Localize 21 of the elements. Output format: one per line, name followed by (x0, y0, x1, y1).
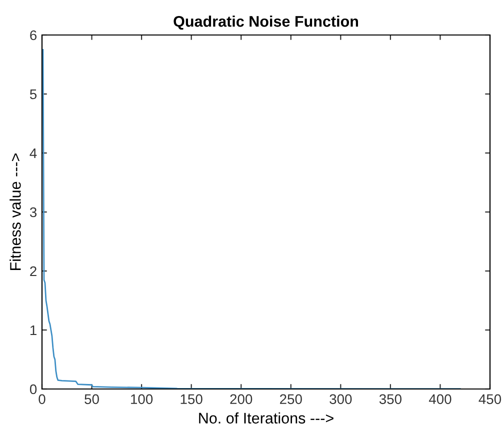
x-tick-label: 350 (379, 394, 402, 404)
x-tick-label: 450 (478, 394, 502, 404)
y-tick-label: 6 (30, 30, 37, 40)
x-tick-label: 300 (330, 394, 352, 404)
x-tick-label: 150 (180, 394, 202, 404)
y-tick-label: 3 (30, 207, 37, 218)
y-tick-label: 2 (30, 266, 36, 276)
x-tick-label: 250 (280, 394, 302, 404)
x-tick-label: 400 (428, 394, 452, 404)
chart-title: Quadratic Noise Function (174, 16, 358, 30)
y-tick-label: 5 (30, 89, 37, 100)
x-tick-label: 100 (131, 394, 153, 404)
line-series (42, 49, 461, 389)
x-tick-label: 50 (84, 394, 99, 404)
x-tick-label: 0 (38, 394, 46, 404)
y-tick-label: 1 (30, 325, 36, 336)
y-tick-label: 0 (30, 384, 37, 394)
x-tick-label: 200 (230, 394, 252, 404)
x-axis-title: No. of Iterations ---> (199, 412, 334, 424)
y-tick-label: 4 (30, 148, 37, 158)
y-axis-title: Fitness value ---> (10, 154, 21, 270)
